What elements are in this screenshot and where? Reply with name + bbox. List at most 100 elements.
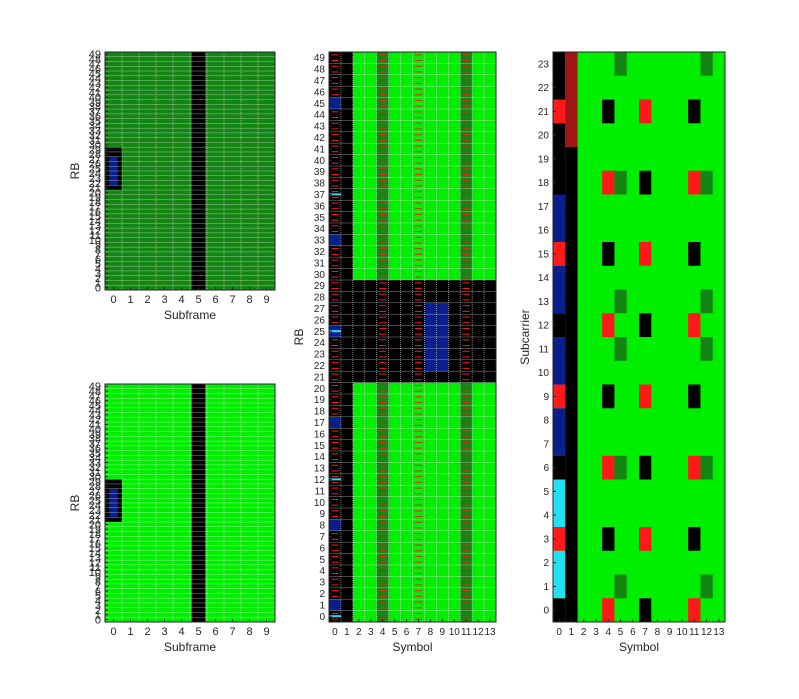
y-tick-label: 38 xyxy=(89,434,101,446)
y-tick-label: 31 xyxy=(89,135,101,147)
y-tick-label: 8 xyxy=(543,416,549,427)
y-tick-label: 27 xyxy=(89,154,101,166)
y-tick-label: 19 xyxy=(89,192,101,204)
cell-red xyxy=(602,598,615,622)
y-tick-label: 20 xyxy=(538,131,550,142)
y-tick-label: 5 xyxy=(95,591,101,603)
y-tick-label: 44 xyxy=(89,73,101,85)
y-tick-label: 9 xyxy=(543,392,549,403)
y-tick-label: 38 xyxy=(89,102,101,114)
axes-frame xyxy=(552,51,726,623)
y-tick-label: 26 xyxy=(89,491,101,503)
region-black xyxy=(329,280,496,383)
cell-cyan xyxy=(329,193,341,196)
y-tick-label: 29 xyxy=(89,144,101,156)
cell-black xyxy=(553,598,566,622)
y-tick-label: 5 xyxy=(543,487,549,498)
y-tick-label: 45 xyxy=(89,68,101,80)
y-tick-label: 10 xyxy=(89,567,101,579)
y-tick-label: 25 xyxy=(89,163,101,175)
y-tick-label: 23 xyxy=(89,505,101,517)
y-tick-label: 21 xyxy=(314,372,326,383)
y-tick-label: 11 xyxy=(90,230,101,242)
y-tick-label: 48 xyxy=(89,54,101,66)
cell-black xyxy=(565,147,578,622)
x-tick-label: 6 xyxy=(404,627,410,638)
y-tick-label: 12 xyxy=(314,475,326,486)
y-tick-label: 42 xyxy=(314,133,326,144)
cell-black xyxy=(639,455,652,480)
y-tick-label: 3 xyxy=(543,534,549,545)
x-tick-label: 11 xyxy=(689,627,700,638)
y-tick-label: 40 xyxy=(89,92,101,104)
cell-black xyxy=(602,242,615,266)
y-tick-label: 19 xyxy=(89,524,101,536)
cell-dark_green xyxy=(614,289,627,314)
y-tick-label: 24 xyxy=(89,500,101,512)
x-tick-label: 8 xyxy=(246,626,252,638)
y-tick-label: 6 xyxy=(543,463,549,474)
cell-blue xyxy=(329,416,341,429)
y-axis-label: RB xyxy=(292,329,306,346)
cell-blue xyxy=(553,265,566,314)
y-tick-label: 39 xyxy=(314,167,326,178)
cell-dark_green xyxy=(614,170,627,195)
x-tick-label: 13 xyxy=(713,627,725,638)
cell-dark_green xyxy=(700,574,713,599)
x-tick-label: 1 xyxy=(569,627,575,638)
y-tick-label: 28 xyxy=(89,481,101,493)
y-tick-label: 11 xyxy=(90,562,101,574)
y-tick-label: 23 xyxy=(538,59,550,70)
x-tick-label: 3 xyxy=(161,294,167,306)
subframe-map-bottom: 0 1 2 3 4 5 6 7 8 9012345678910111213141516171819… xyxy=(68,381,276,654)
y-tick-label: 27 xyxy=(89,486,101,498)
x-tick-label: 6 xyxy=(630,627,636,638)
x-tick-label: 12 xyxy=(473,627,485,638)
y-tick-label: 44 xyxy=(89,405,101,417)
y-tick-label: 0 xyxy=(543,606,549,617)
x-tick-label: 3 xyxy=(161,626,167,638)
y-tick-label: 18 xyxy=(89,529,101,541)
y-tick-label: 21 xyxy=(89,515,101,527)
y-tick-label: 3 xyxy=(95,600,101,612)
y-tick-label: 18 xyxy=(89,197,101,209)
y-tick-label: 25 xyxy=(89,495,101,507)
y-tick-label: 26 xyxy=(89,159,101,171)
cell-dark_green xyxy=(614,337,627,361)
cell-black xyxy=(688,242,701,266)
y-tick-label: 23 xyxy=(89,173,101,185)
x-tick-label: 11 xyxy=(461,627,472,638)
y-tick-label: 20 xyxy=(314,384,326,395)
y-tick-label: 12 xyxy=(89,225,101,237)
x-tick-label: 13 xyxy=(484,627,496,638)
y-tick-label: 39 xyxy=(89,97,101,109)
y-tick-label: 1 xyxy=(319,600,325,611)
y-tick-label: 47 xyxy=(314,76,326,87)
x-tick-label: 2 xyxy=(356,627,362,638)
y-tick-label: 33 xyxy=(89,125,101,137)
y-tick-label: 7 xyxy=(95,249,101,261)
y-tick-label: 43 xyxy=(89,410,101,422)
x-tick-label: 10 xyxy=(676,627,688,638)
rb-symbol-map: 0 1 2 3 4 5 6 7 8 9 10 11 12 130123456789101112131415… xyxy=(292,51,497,654)
x-tick-label: 7 xyxy=(229,626,235,638)
cell-red xyxy=(553,384,566,409)
y-tick-label: 46 xyxy=(89,64,101,76)
x-tick-label: 12 xyxy=(701,627,713,638)
cell-black xyxy=(553,455,566,480)
x-tick-label: 1 xyxy=(127,294,133,306)
axes-frame xyxy=(104,51,276,291)
cell-red xyxy=(688,313,701,337)
cell-red xyxy=(639,384,652,409)
x-tick-label: 8 xyxy=(246,294,252,306)
region-dark_green xyxy=(460,382,473,622)
y-tick-label: 27 xyxy=(314,304,326,315)
y-tick-label: 14 xyxy=(538,273,550,284)
cell-red xyxy=(602,455,615,480)
y-tick-label: 8 xyxy=(319,521,325,532)
y-tick-label: 11 xyxy=(315,486,326,497)
y-tick-label: 36 xyxy=(89,443,101,455)
y-tick-label: 4 xyxy=(319,566,325,577)
x-tick-label: 5 xyxy=(195,294,201,306)
cell-blue xyxy=(329,97,341,109)
